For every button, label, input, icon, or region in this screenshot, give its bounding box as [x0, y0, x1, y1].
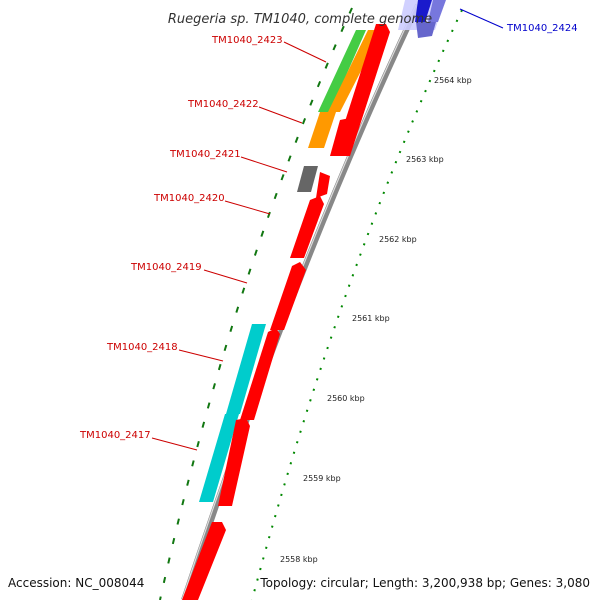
tick-label-2564: 2564 kbp — [434, 76, 472, 85]
gene-label-2420[interactable]: TM1040_2420 — [153, 193, 225, 204]
tick-label-2562: 2562 kbp — [379, 235, 417, 244]
feature-cog-cyan-lower[interactable] — [199, 414, 239, 502]
feature-cds-2419[interactable] — [270, 262, 306, 330]
gene-callout-2424 — [459, 8, 504, 29]
feature-cds-2418[interactable] — [240, 328, 280, 420]
gene-label-2419[interactable]: TM1040_2419 — [130, 262, 202, 273]
gene-callout-2419 — [203, 269, 248, 284]
position-ticks: 2564 kbp 2563 kbp 2562 kbp 2561 kbp 2560… — [280, 76, 472, 564]
gene-label-2421[interactable]: TM1040_2421 — [169, 149, 241, 160]
gene-label-2418[interactable]: TM1040_2418 — [106, 342, 178, 353]
feature-cds-2421[interactable] — [316, 172, 330, 198]
gene-label-2423[interactable]: TM1040_2423 — [211, 35, 283, 46]
tick-label-2561: 2561 kbp — [352, 314, 390, 323]
feature-cds-2417[interactable] — [218, 418, 250, 506]
feature-cog-cyan-upper[interactable] — [226, 324, 266, 414]
gene-callout-2418 — [178, 349, 224, 362]
cds-track — [182, 24, 390, 600]
tick-label-2559: 2559 kbp — [303, 474, 341, 483]
gene-callout-2417 — [151, 437, 198, 451]
genome-backbone — [181, 3, 421, 600]
feature-rna-blue[interactable] — [398, 0, 446, 38]
gene-label-2417[interactable]: TM1040_2417 — [79, 430, 151, 441]
gene-callout-2423 — [283, 41, 327, 63]
gene-callout-2422 — [258, 106, 303, 124]
accession-text: Accession: NC_008044 — [8, 576, 144, 590]
gene-label-2422[interactable]: TM1040_2422 — [187, 99, 259, 110]
topology-text: Topology: circular; Length: 3,200,938 bp… — [259, 576, 590, 590]
inner-dotted-ring — [159, 7, 353, 600]
gene-callout-2420 — [224, 200, 271, 215]
gene-labels: TM1040_2424 TM1040_2423 TM1040_2422 TM10… — [79, 8, 578, 451]
feature-cog-gray[interactable] — [297, 166, 318, 192]
map-title: Ruegeria sp. TM1040, complete genome — [168, 12, 432, 27]
feature-cog-green[interactable] — [318, 30, 366, 112]
feature-cds-2422[interactable] — [330, 118, 352, 156]
feature-cds-2420[interactable] — [290, 196, 324, 258]
gene-callout-2421 — [240, 156, 288, 173]
tick-label-2560: 2560 kbp — [327, 394, 365, 403]
tick-label-2558: 2558 kbp — [280, 555, 318, 564]
feature-cog-orange-lower[interactable] — [308, 112, 336, 148]
tick-label-2563: 2563 kbp — [406, 155, 444, 164]
feature-cds-lower[interactable] — [182, 522, 226, 600]
gene-label-2424[interactable]: TM1040_2424 — [506, 23, 578, 34]
